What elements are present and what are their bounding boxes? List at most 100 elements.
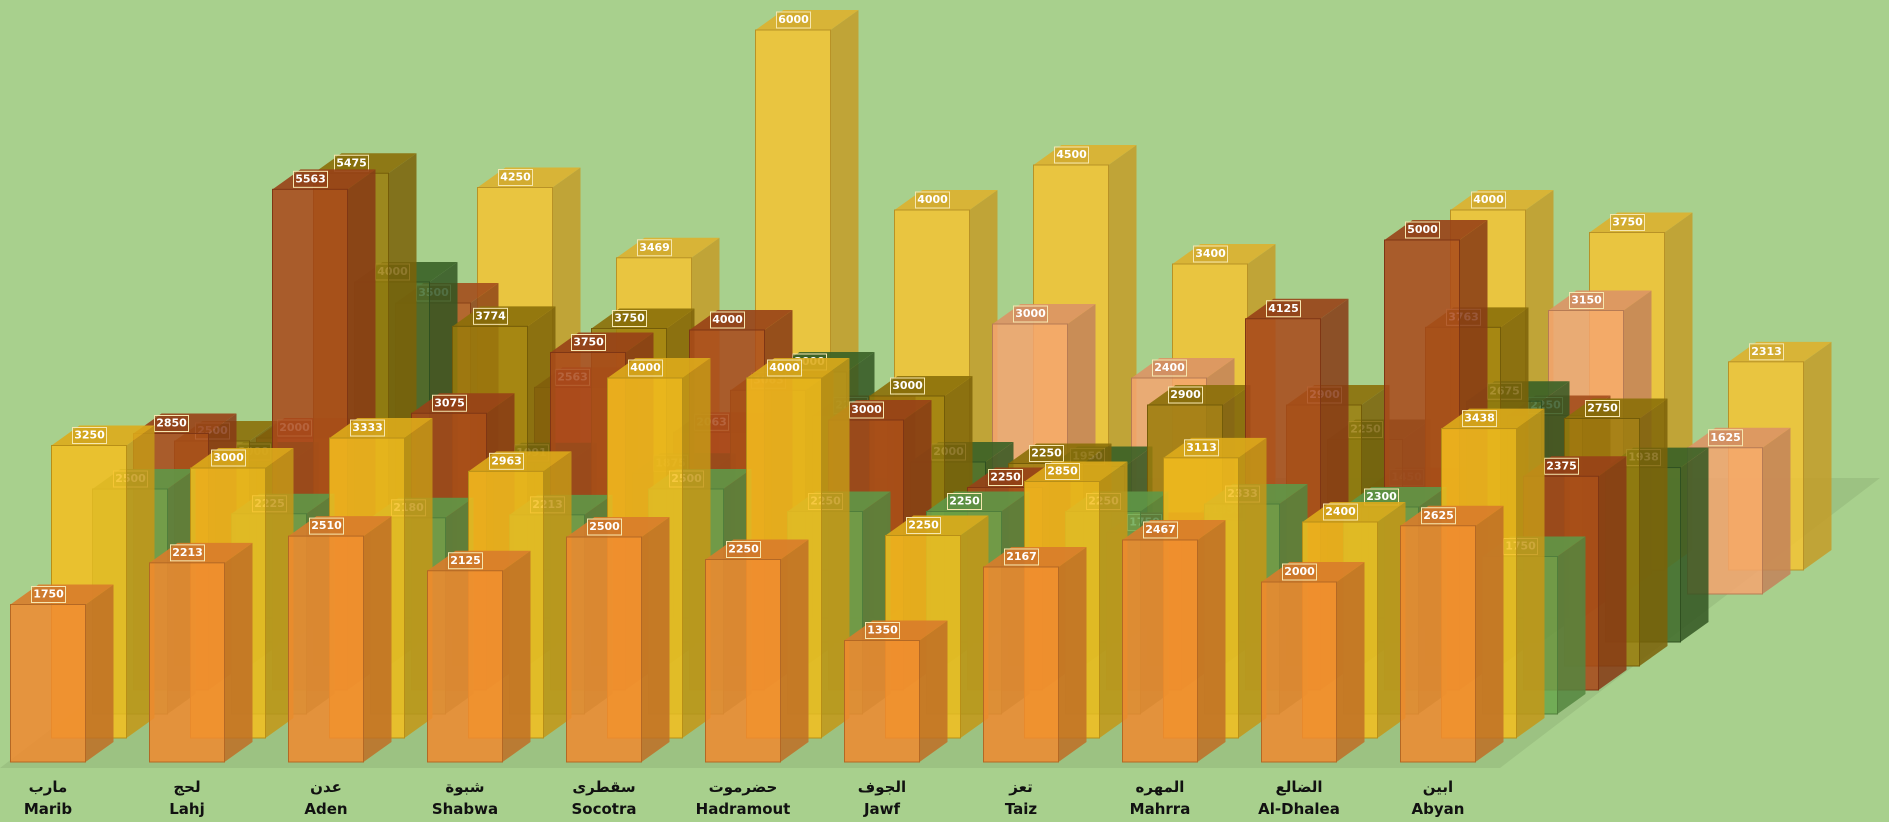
label-box [170,544,205,562]
data-label: 2250 [1031,447,1062,460]
data-label: 3000 [1015,307,1046,320]
bar [1261,581,1337,763]
data-label: 1750 [33,588,64,601]
label-box [1610,214,1645,231]
data-label: 2000 [1284,565,1315,578]
label-box [571,334,606,351]
data-label: 2375 [1546,459,1577,472]
data-label: 4500 [1056,148,1087,161]
bar-side [1762,427,1791,594]
category-label: Jawf [863,800,901,818]
label-box [988,469,1023,486]
bar [288,535,364,763]
data-label: 2750 [1587,402,1618,415]
category-label: Lahj [169,800,205,818]
label-box [473,307,508,325]
data-label: 3000 [213,451,244,464]
data-label: 3000 [892,379,923,392]
data-label: 4000 [917,193,948,206]
label-box [906,517,941,534]
label-box [1462,410,1497,428]
label-box [1569,292,1604,309]
data-label: 3113 [1186,441,1217,454]
bar [149,562,225,763]
label-box [1405,221,1440,239]
label-box [767,359,802,377]
label-box [1323,503,1358,521]
category-label-ar: ابين [1423,778,1453,796]
data-label: 2313 [1751,345,1782,358]
data-label: 3075 [434,396,465,409]
data-label: 1625 [1710,431,1741,444]
data-label: 3469 [639,241,670,254]
data-label: 2900 [1170,388,1201,401]
bar-side [1516,408,1545,738]
bar-side [1058,546,1087,762]
label-box [1421,507,1456,525]
bar-side [960,515,989,738]
data-label: 2250 [728,543,759,556]
data-label: 2850 [156,417,187,430]
bar-side [641,517,670,762]
data-label: 4000 [712,313,743,326]
bar-side [919,620,948,762]
bar-side [1377,502,1406,738]
bar-side [1336,562,1365,762]
data-label: 2963 [491,454,522,467]
bar-side [126,425,155,738]
label-box [1184,439,1219,457]
category-label: Taiz [1005,800,1038,818]
label-box [211,449,246,467]
bar-side [1598,456,1627,690]
bar [1400,525,1476,763]
label-box [1471,191,1506,209]
label-box [350,419,385,437]
data-label: 5563 [295,172,326,185]
category-label: Mahrra [1130,800,1191,818]
bar [705,559,781,763]
bar-side [85,584,114,762]
label-box [865,622,900,639]
category-label: Marib [24,800,73,818]
category-label: Al-Dhalea [1258,800,1340,818]
bar-side [543,451,572,738]
data-label: 3750 [1612,216,1643,229]
bar-side [1197,519,1226,762]
data-label: 3774 [475,309,506,322]
data-label: 5475 [336,156,367,169]
data-label: 4000 [630,361,661,374]
label-box [1013,305,1048,323]
label-box [1029,445,1064,462]
data-label: 2167 [1006,550,1037,563]
label-box [498,169,533,186]
category-label-ar: تعز [1008,778,1032,796]
category-label-ar: المهره [1136,778,1185,796]
data-label: 3400 [1195,247,1226,260]
data-label: 3333 [352,421,383,434]
bar-side [1680,447,1709,642]
bar-side [821,358,850,738]
label-box [31,586,66,603]
bar [10,604,86,763]
label-box [628,359,663,377]
data-label: 5000 [1407,223,1438,236]
bar [566,536,642,763]
data-label: 2300 [1366,490,1397,503]
label-box [1143,521,1178,539]
data-label: 2125 [450,554,481,567]
label-box [1004,548,1039,566]
data-label: 3150 [1571,294,1602,307]
bar-side [502,550,531,762]
label-box [1045,463,1080,480]
label-box [1585,400,1620,417]
category-label-ar: سقطرى [572,778,635,796]
label-box [612,310,647,327]
label-box [1152,359,1187,377]
category-label-ar: لحج [173,778,200,796]
data-label: 2625 [1423,509,1454,522]
category-label-ar: الجوف [858,778,906,796]
label-box [448,552,483,570]
data-label: 2400 [1325,505,1356,518]
